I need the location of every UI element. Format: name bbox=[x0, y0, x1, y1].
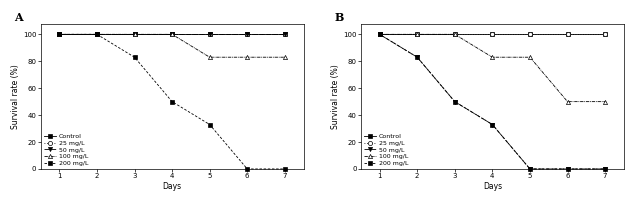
Control bbox=[526, 33, 534, 36]
200 mg/L bbox=[131, 56, 138, 58]
Text: B: B bbox=[335, 12, 344, 23]
Legend: Control, 25 mg/L, 50 mg/L, 100 mg/L, 200 mg/L: Control, 25 mg/L, 50 mg/L, 100 mg/L, 200… bbox=[363, 133, 410, 167]
200 mg/L bbox=[564, 168, 572, 170]
Control bbox=[206, 33, 213, 36]
Y-axis label: Survival rate (%): Survival rate (%) bbox=[11, 64, 20, 129]
200 mg/L bbox=[206, 123, 213, 126]
25 mg/L bbox=[601, 33, 609, 36]
Control bbox=[243, 33, 251, 36]
Line: 50 mg/L: 50 mg/L bbox=[378, 32, 607, 171]
Control bbox=[376, 33, 384, 36]
25 mg/L bbox=[526, 33, 534, 36]
100 mg/L bbox=[206, 56, 213, 58]
25 mg/L bbox=[55, 33, 63, 36]
100 mg/L bbox=[55, 33, 63, 36]
100 mg/L bbox=[413, 33, 421, 36]
100 mg/L bbox=[376, 33, 384, 36]
Text: A: A bbox=[14, 12, 23, 23]
Control bbox=[93, 33, 101, 36]
Control bbox=[451, 33, 458, 36]
100 mg/L bbox=[93, 33, 101, 36]
200 mg/L bbox=[413, 56, 421, 58]
50 mg/L bbox=[488, 123, 496, 126]
25 mg/L bbox=[376, 33, 384, 36]
Control bbox=[131, 33, 138, 36]
200 mg/L bbox=[93, 33, 101, 36]
200 mg/L bbox=[243, 168, 251, 170]
100 mg/L bbox=[168, 33, 176, 36]
200 mg/L bbox=[488, 123, 496, 126]
25 mg/L bbox=[564, 33, 572, 36]
25 mg/L bbox=[413, 33, 421, 36]
100 mg/L bbox=[564, 100, 572, 103]
Control bbox=[413, 33, 421, 36]
100 mg/L bbox=[281, 56, 289, 58]
50 mg/L bbox=[281, 33, 289, 36]
25 mg/L bbox=[206, 33, 213, 36]
200 mg/L bbox=[55, 33, 63, 36]
200 mg/L bbox=[281, 168, 289, 170]
Line: Control: Control bbox=[378, 32, 607, 36]
Line: 200 mg/L: 200 mg/L bbox=[57, 32, 287, 171]
Line: 200 mg/L: 200 mg/L bbox=[378, 32, 607, 171]
Line: Control: Control bbox=[57, 32, 287, 36]
100 mg/L bbox=[131, 33, 138, 36]
100 mg/L bbox=[526, 56, 534, 58]
25 mg/L bbox=[451, 33, 458, 36]
Control bbox=[55, 33, 63, 36]
X-axis label: Days: Days bbox=[163, 182, 182, 191]
25 mg/L bbox=[131, 33, 138, 36]
200 mg/L bbox=[376, 33, 384, 36]
50 mg/L bbox=[413, 56, 421, 58]
25 mg/L bbox=[93, 33, 101, 36]
Line: 25 mg/L: 25 mg/L bbox=[57, 32, 287, 36]
25 mg/L bbox=[281, 33, 289, 36]
Line: 100 mg/L: 100 mg/L bbox=[57, 32, 287, 59]
200 mg/L bbox=[526, 168, 534, 170]
50 mg/L bbox=[601, 168, 609, 170]
200 mg/L bbox=[451, 100, 458, 103]
50 mg/L bbox=[376, 33, 384, 36]
100 mg/L bbox=[601, 100, 609, 103]
Line: 50 mg/L: 50 mg/L bbox=[57, 32, 287, 36]
25 mg/L bbox=[168, 33, 176, 36]
50 mg/L bbox=[243, 33, 251, 36]
50 mg/L bbox=[93, 33, 101, 36]
100 mg/L bbox=[488, 56, 496, 58]
100 mg/L bbox=[451, 33, 458, 36]
Control bbox=[601, 33, 609, 36]
Control bbox=[281, 33, 289, 36]
Line: 100 mg/L: 100 mg/L bbox=[378, 32, 607, 104]
200 mg/L bbox=[601, 168, 609, 170]
25 mg/L bbox=[488, 33, 496, 36]
Control bbox=[488, 33, 496, 36]
50 mg/L bbox=[131, 33, 138, 36]
100 mg/L bbox=[243, 56, 251, 58]
Line: 25 mg/L: 25 mg/L bbox=[378, 32, 607, 36]
Control bbox=[564, 33, 572, 36]
200 mg/L bbox=[168, 100, 176, 103]
Y-axis label: Survival rate (%): Survival rate (%) bbox=[331, 64, 340, 129]
50 mg/L bbox=[526, 168, 534, 170]
50 mg/L bbox=[168, 33, 176, 36]
50 mg/L bbox=[206, 33, 213, 36]
25 mg/L bbox=[243, 33, 251, 36]
50 mg/L bbox=[55, 33, 63, 36]
Legend: Control, 25 mg/L, 50 mg/L, 100 mg/L, 200 mg/L: Control, 25 mg/L, 50 mg/L, 100 mg/L, 200… bbox=[43, 133, 90, 167]
Control bbox=[168, 33, 176, 36]
X-axis label: Days: Days bbox=[483, 182, 502, 191]
50 mg/L bbox=[451, 100, 458, 103]
50 mg/L bbox=[564, 168, 572, 170]
